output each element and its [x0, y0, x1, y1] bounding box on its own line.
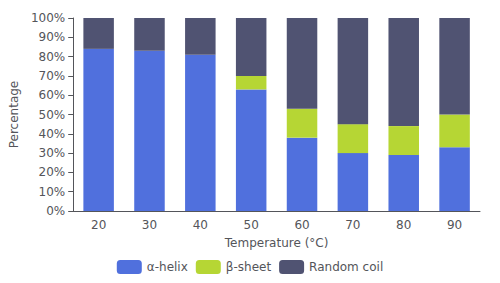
- svg-text:20: 20: [91, 218, 106, 232]
- svg-text:α-helix: α-helix: [147, 260, 188, 274]
- svg-text:50%: 50%: [39, 108, 66, 122]
- svg-text:0%: 0%: [46, 204, 65, 218]
- svg-text:Percentage: Percentage: [7, 81, 21, 149]
- svg-text:Random coil: Random coil: [309, 260, 383, 274]
- svg-text:90%: 90%: [39, 30, 66, 44]
- svg-text:60: 60: [294, 218, 309, 232]
- svg-text:30: 30: [142, 218, 157, 232]
- svg-text:70: 70: [345, 218, 360, 232]
- svg-text:30%: 30%: [39, 146, 66, 160]
- svg-text:40: 40: [193, 218, 208, 232]
- svg-text:80: 80: [396, 218, 411, 232]
- svg-text:100%: 100%: [31, 11, 65, 25]
- svg-text:Temperature (°C): Temperature (°C): [224, 236, 329, 250]
- svg-text:60%: 60%: [39, 88, 66, 102]
- svg-text:20%: 20%: [39, 165, 66, 179]
- svg-text:40%: 40%: [39, 127, 66, 141]
- svg-text:80%: 80%: [39, 50, 66, 64]
- svg-text:10%: 10%: [39, 185, 66, 199]
- svg-text:β-sheet: β-sheet: [226, 260, 272, 274]
- svg-text:90: 90: [447, 218, 462, 232]
- svg-text:50: 50: [244, 218, 259, 232]
- svg-text:70%: 70%: [39, 69, 66, 83]
